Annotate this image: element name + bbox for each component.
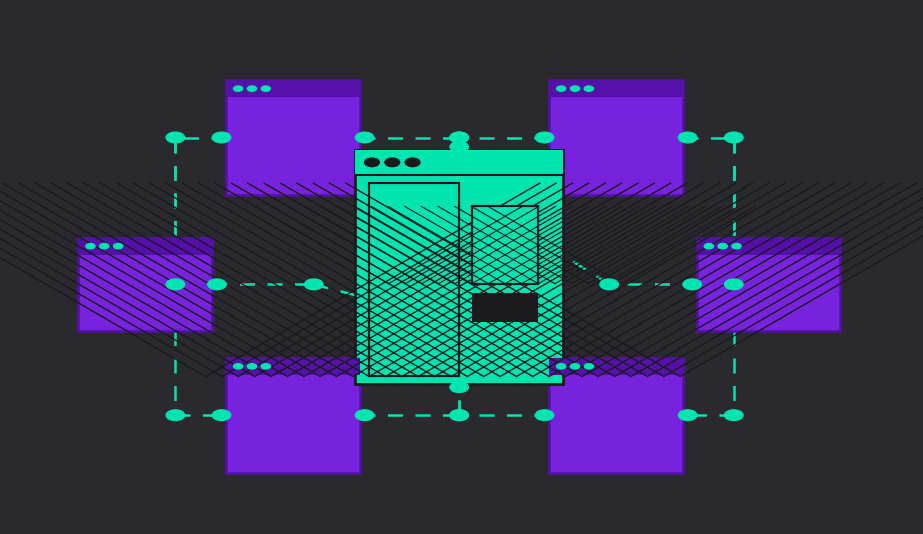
Bar xyxy=(355,150,563,384)
Circle shape xyxy=(100,244,109,249)
Circle shape xyxy=(234,364,243,369)
Bar xyxy=(226,358,360,473)
Bar xyxy=(226,358,360,375)
Circle shape xyxy=(247,86,257,91)
Bar xyxy=(78,238,212,255)
Circle shape xyxy=(584,86,593,91)
Circle shape xyxy=(450,382,469,392)
Circle shape xyxy=(405,158,420,167)
Circle shape xyxy=(570,86,580,91)
Circle shape xyxy=(535,410,554,421)
Bar xyxy=(226,80,360,97)
Circle shape xyxy=(234,86,243,91)
Circle shape xyxy=(450,410,469,421)
Bar xyxy=(472,293,538,303)
Circle shape xyxy=(355,132,374,143)
Bar xyxy=(369,183,460,376)
Bar xyxy=(697,238,840,255)
Bar xyxy=(549,358,683,375)
Circle shape xyxy=(450,132,469,143)
Bar xyxy=(355,150,563,175)
Circle shape xyxy=(86,244,95,249)
Circle shape xyxy=(732,244,741,249)
Circle shape xyxy=(212,132,231,143)
Circle shape xyxy=(535,132,554,143)
Bar xyxy=(472,312,538,321)
Circle shape xyxy=(261,86,270,91)
Circle shape xyxy=(570,364,580,369)
Bar xyxy=(472,303,538,312)
Bar xyxy=(549,80,683,97)
Circle shape xyxy=(557,86,566,91)
Circle shape xyxy=(704,244,713,249)
Bar xyxy=(472,206,538,284)
Bar xyxy=(472,206,538,284)
Circle shape xyxy=(365,158,379,167)
Bar xyxy=(549,358,683,473)
Circle shape xyxy=(450,142,469,152)
Circle shape xyxy=(557,364,566,369)
Bar xyxy=(472,206,538,284)
Circle shape xyxy=(683,279,701,289)
Circle shape xyxy=(114,244,123,249)
Bar xyxy=(369,183,460,376)
Circle shape xyxy=(385,158,400,167)
Circle shape xyxy=(725,279,743,289)
Bar xyxy=(549,80,683,195)
Circle shape xyxy=(725,410,743,421)
Circle shape xyxy=(261,364,270,369)
Circle shape xyxy=(718,244,727,249)
Circle shape xyxy=(166,132,185,143)
Circle shape xyxy=(166,410,185,421)
Circle shape xyxy=(678,410,697,421)
Circle shape xyxy=(600,279,618,289)
Bar xyxy=(369,183,460,376)
Circle shape xyxy=(208,279,226,289)
Circle shape xyxy=(584,364,593,369)
Circle shape xyxy=(450,132,469,143)
Bar xyxy=(78,238,212,331)
Circle shape xyxy=(450,410,469,421)
Circle shape xyxy=(212,410,231,421)
Circle shape xyxy=(166,279,185,289)
Circle shape xyxy=(725,132,743,143)
Bar xyxy=(697,238,840,331)
Bar xyxy=(226,80,360,195)
Circle shape xyxy=(247,364,257,369)
Circle shape xyxy=(305,279,323,289)
Circle shape xyxy=(355,410,374,421)
Circle shape xyxy=(678,132,697,143)
